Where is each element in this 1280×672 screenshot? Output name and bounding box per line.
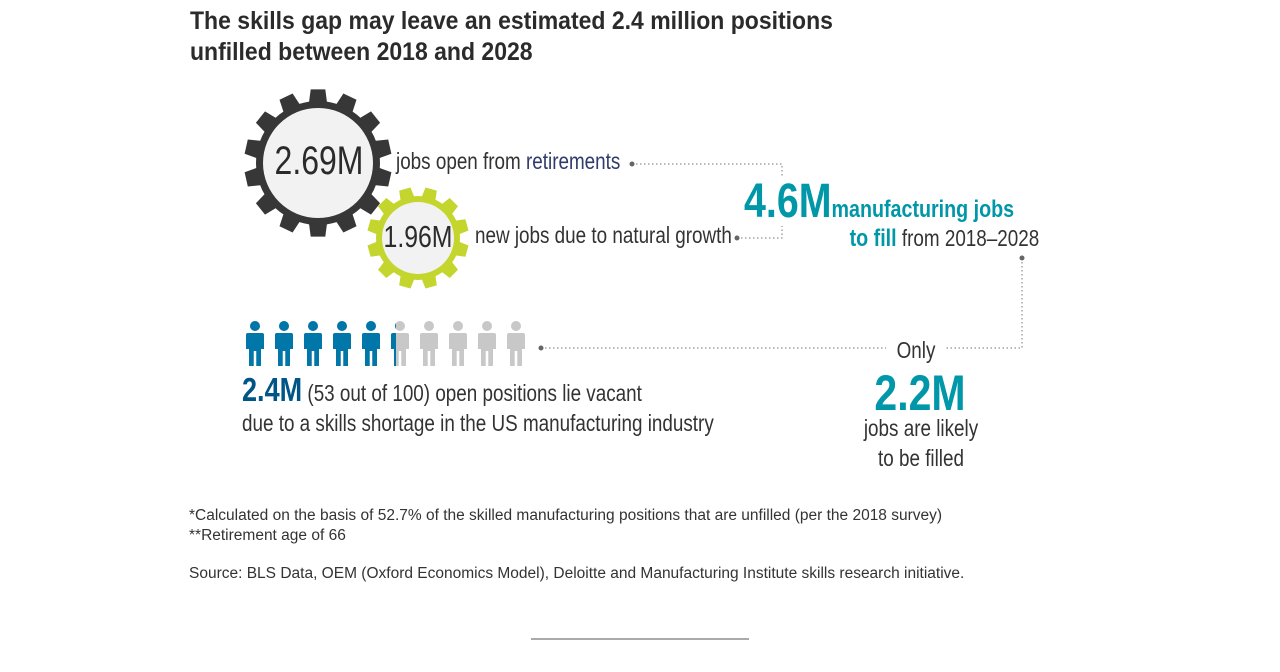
total-label-line2: to fill from 2018–2028	[849, 225, 1039, 253]
total-value: 4.6M	[744, 175, 832, 228]
gear-center	[263, 108, 373, 218]
connector-growth	[737, 226, 783, 239]
connector-total-to-filled	[946, 258, 1023, 349]
vacant-line1: 2.4M (53 out of 100) open positions lie …	[242, 371, 642, 409]
person-icon	[478, 321, 496, 366]
gear-center	[382, 202, 454, 274]
growth-label: new jobs due to natural growth	[475, 222, 732, 248]
retirements-value: 2.69M	[274, 139, 364, 183]
page-title: The skills gap may leave an estimated 2.…	[190, 7, 833, 66]
connector-lines	[541, 163, 1023, 349]
person-icon	[420, 321, 438, 366]
total-label-rest: from 2018–2028	[896, 225, 1039, 251]
connector-dot	[538, 345, 544, 351]
retirements-gear-icon	[244, 89, 392, 237]
person-icon	[246, 321, 264, 366]
vacant-value: 2.4M	[242, 371, 303, 408]
person-icon	[449, 321, 467, 366]
retirements-label: jobs open from retirements	[396, 148, 620, 175]
connector-dot	[1019, 255, 1025, 261]
total-label-line1: manufacturing jobs	[831, 196, 1015, 223]
filled-prefix: Only	[896, 337, 936, 363]
person-icon	[507, 321, 525, 366]
filled-line1: jobs are likely	[863, 415, 979, 441]
filled-line2: to be filled	[878, 445, 964, 471]
growth-gear-icon	[367, 187, 469, 289]
retirements-label-text: jobs open from	[396, 148, 526, 174]
connector-dot	[629, 161, 635, 167]
person-icon	[275, 321, 293, 366]
vacant-text-line1: (53 out of 100) open positions lie vacan…	[302, 380, 642, 406]
footnote-1: *Calculated on the basis of 52.7% of the…	[189, 507, 943, 524]
person-icon	[362, 321, 380, 366]
footnote-2: **Retirement age of 66	[189, 527, 346, 544]
retirements-highlight: retirements	[525, 148, 621, 174]
growth-value: 1.96M	[383, 219, 453, 254]
person-icon	[304, 321, 322, 366]
person-icon	[333, 321, 351, 366]
connector-dot	[734, 235, 740, 241]
source-note: Source: BLS Data, OEM (Oxford Economics …	[189, 565, 965, 582]
vacant-text-line2: due to a skills shortage in the US manuf…	[242, 410, 714, 436]
total-label-bold: to fill	[849, 225, 897, 252]
total-block: 4.6Mmanufacturing jobs	[744, 174, 1014, 229]
filled-value: 2.2M	[874, 365, 966, 421]
